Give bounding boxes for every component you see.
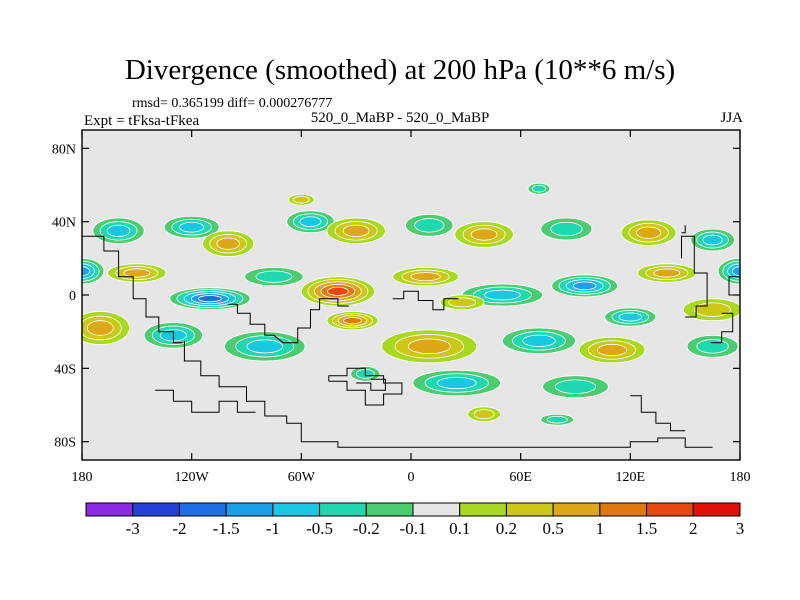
colorbar-label-13: 3 — [736, 519, 745, 538]
contour-blob-15-4 — [198, 295, 222, 303]
contour-blob-1-2 — [179, 221, 205, 233]
contour-blob-14-2 — [123, 268, 151, 278]
contour-blob-17-4 — [327, 286, 349, 296]
colorbar-label-11: 1.5 — [636, 519, 657, 538]
colorbar-label-1: -2 — [172, 519, 186, 538]
contour-blob-28-2 — [246, 339, 284, 354]
contour-blob-18-3 — [343, 317, 362, 325]
colorbar-swatch-4 — [272, 502, 321, 517]
contour-blob-24-2 — [653, 268, 681, 278]
colorbar-swatch-5 — [319, 502, 367, 517]
contour-blob-16-1 — [255, 270, 293, 283]
center-label: 520_0_MaBP - 520_0_MaBP — [310, 110, 490, 126]
colorbar-label-9: 0.5 — [543, 519, 564, 538]
contour-blob-34-2 — [436, 376, 477, 390]
colorbar-swatch-6 — [365, 502, 414, 517]
colorbar-label-3: -1 — [266, 519, 280, 538]
x-tick-label-5: 120E — [616, 470, 646, 485]
y-tick-label-1: 40N — [52, 216, 76, 231]
y-tick-label-0: 80N — [52, 142, 76, 157]
contour-blob-22-3 — [572, 281, 597, 291]
y-tick-label-2: 0 — [69, 289, 76, 304]
colorbar-swatch-12 — [646, 502, 694, 517]
contour-blob-20-2 — [484, 289, 521, 301]
contour-blob-30-2 — [522, 334, 556, 347]
colorbar-swatch-11 — [599, 502, 648, 517]
x-tick-label-1: 120W — [175, 470, 210, 485]
contour-blob-26-2 — [86, 320, 114, 336]
contour-blob-31-2 — [597, 343, 628, 357]
x-tick-label-3: 0 — [408, 470, 415, 485]
x-tick-label-4: 60E — [509, 470, 532, 485]
contour-blob-23-2 — [618, 312, 643, 322]
coastline-americas — [228, 303, 274, 336]
contour-blob-4-2 — [342, 224, 370, 237]
colorbar-swatch-0 — [85, 502, 134, 517]
colorbar-label-12: 2 — [689, 519, 698, 538]
colorbar-swatch-2 — [178, 502, 227, 517]
coastline-east-2 — [681, 235, 708, 318]
contour-blob-29-2 — [407, 338, 451, 355]
colorbar-label-10: 1 — [596, 519, 605, 538]
contour-blob-3-2 — [299, 216, 322, 227]
colorbar-label-8: 0.2 — [496, 519, 517, 538]
contour-blob-8-2 — [636, 226, 662, 239]
contour-blob-10-1 — [531, 184, 547, 193]
coastline-east-1 — [630, 395, 686, 432]
contour-blob-35-1 — [554, 379, 597, 394]
colorbar-swatch-7 — [412, 502, 461, 517]
contour-blob-9-2 — [702, 234, 723, 246]
y-tick-label-4: 80S — [54, 436, 76, 451]
colorbar-swatch-3 — [225, 502, 274, 517]
contour-blob-19-2 — [410, 272, 441, 282]
contour-blob-36-1 — [473, 409, 495, 420]
colorbar-label-5: -0.2 — [353, 519, 380, 538]
coastline-island-1 — [328, 367, 403, 406]
contour-blob-2-2 — [216, 237, 240, 250]
contour-blob-0-2 — [106, 224, 131, 237]
contour-blob-12-3 — [731, 266, 740, 277]
x-tick-label-2: 60W — [288, 470, 316, 485]
colorbar-label-4: -0.5 — [306, 519, 333, 538]
coastline-island-2 — [356, 378, 386, 391]
contour-blob-6-2 — [470, 228, 498, 241]
colorbar-label-0: -3 — [126, 519, 140, 538]
stats-text: rmsd= 0.365199 diff= 0.000276777 — [132, 96, 333, 111]
experiment-label: Expt = tFksa-tFkea — [84, 113, 200, 129]
contour-blob-11-1 — [293, 195, 310, 204]
x-tick-label-6: 180 — [730, 470, 751, 485]
coastline-south-1 — [155, 389, 256, 413]
coastline-east-4 — [710, 312, 734, 344]
contour-blob-5-1 — [414, 218, 445, 233]
x-tick-label-0: 180 — [72, 470, 93, 485]
colorbar-swatch-13 — [692, 502, 741, 517]
colorbar-swatch-8 — [459, 502, 507, 517]
colorbar-label-7: 0.1 — [449, 519, 470, 538]
colorbar-swatch-1 — [132, 502, 180, 517]
contour-blob-37-1 — [546, 415, 568, 424]
coastline-americas-2 — [273, 298, 349, 344]
season-label: JJA — [720, 110, 743, 126]
coastline-east-3 — [681, 225, 686, 234]
colorbar-label-2: -1.5 — [213, 519, 240, 538]
coastline-west — [82, 235, 183, 344]
y-tick-label-3: 40S — [54, 362, 76, 377]
colorbar-swatch-10 — [552, 502, 601, 517]
contour-blob-21-1 — [448, 297, 477, 308]
chart-title: Divergence (smoothed) at 200 hPa (10**6 … — [124, 54, 676, 86]
coastline-africa — [392, 290, 459, 311]
colorbar-label-6: -0.1 — [400, 519, 427, 538]
coastline-antarctica — [183, 340, 713, 448]
colorbar-swatch-9 — [505, 502, 554, 517]
contour-blob-7-1 — [550, 221, 583, 237]
